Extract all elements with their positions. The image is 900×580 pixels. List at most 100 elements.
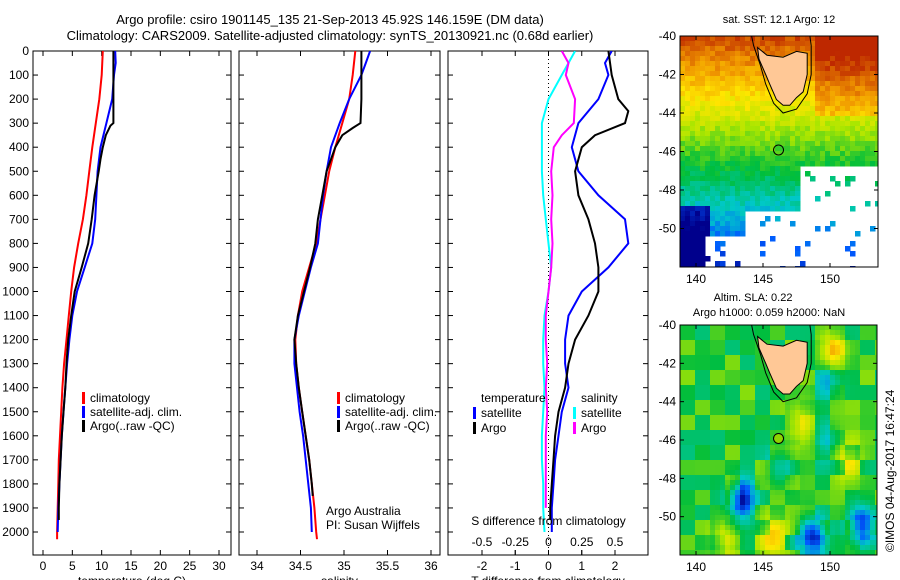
map-cell bbox=[875, 106, 878, 112]
map-cell bbox=[700, 370, 706, 376]
legend-label: Argo bbox=[581, 421, 607, 435]
map-cell bbox=[790, 540, 796, 546]
map-cell bbox=[875, 530, 877, 536]
map-cell bbox=[780, 176, 786, 182]
map-cell bbox=[740, 36, 746, 42]
map-cell bbox=[790, 131, 796, 137]
map-cell bbox=[715, 385, 721, 391]
map-cell bbox=[745, 515, 751, 521]
map-cell bbox=[735, 380, 741, 386]
map-cell bbox=[690, 335, 696, 341]
map-cell bbox=[810, 385, 816, 391]
map-cell bbox=[820, 450, 826, 456]
map-cell bbox=[810, 116, 816, 122]
map-cell bbox=[850, 101, 856, 107]
map-cell bbox=[790, 465, 796, 471]
map-cell bbox=[690, 236, 696, 242]
map-cell bbox=[835, 81, 841, 87]
map-cell bbox=[760, 201, 766, 207]
map-cell bbox=[750, 445, 756, 451]
map-cell bbox=[750, 196, 756, 202]
map-cell bbox=[800, 106, 806, 112]
map-cell bbox=[695, 81, 701, 87]
map-cell bbox=[805, 425, 811, 431]
map-cell bbox=[680, 131, 686, 137]
map-cell bbox=[825, 530, 831, 536]
map-cell bbox=[740, 101, 746, 107]
map-cell bbox=[775, 166, 781, 172]
map-cell bbox=[820, 360, 826, 366]
map-cell bbox=[690, 111, 696, 117]
map-cell bbox=[845, 405, 851, 411]
map-cell bbox=[715, 61, 721, 67]
map-cell bbox=[815, 490, 821, 496]
map-cell bbox=[785, 46, 791, 52]
map-cell bbox=[700, 121, 706, 127]
map-cell bbox=[705, 355, 711, 361]
map-cell bbox=[755, 470, 761, 476]
map-cell bbox=[680, 156, 686, 162]
map-cell bbox=[685, 196, 691, 202]
map-cell bbox=[840, 71, 846, 77]
map-cell bbox=[810, 530, 816, 536]
map-cell bbox=[760, 400, 766, 406]
map-cell bbox=[780, 485, 786, 491]
map-cell bbox=[720, 530, 726, 536]
map-cell bbox=[685, 71, 691, 77]
map-cell bbox=[775, 515, 781, 521]
map-cell bbox=[730, 41, 736, 47]
map-cell bbox=[780, 530, 786, 536]
map-cell bbox=[755, 350, 761, 356]
map-cell bbox=[825, 345, 831, 351]
map-cell bbox=[865, 475, 871, 481]
map-cell bbox=[850, 51, 856, 57]
map-cell bbox=[710, 430, 716, 436]
map-cell bbox=[710, 226, 716, 232]
map-cell bbox=[715, 515, 721, 521]
map-cell bbox=[730, 36, 736, 42]
map-cell bbox=[795, 510, 801, 516]
map-cell bbox=[805, 445, 811, 451]
map-cell bbox=[855, 455, 861, 461]
map-cell bbox=[710, 535, 716, 541]
map-cell bbox=[785, 495, 791, 501]
map-cell bbox=[850, 340, 856, 346]
map-cell bbox=[745, 395, 751, 401]
map-cell bbox=[730, 56, 736, 62]
map-cell bbox=[755, 370, 761, 376]
map-cell bbox=[730, 335, 736, 341]
map-cell bbox=[775, 540, 781, 546]
map-cell bbox=[850, 131, 856, 137]
map-cell bbox=[875, 151, 878, 157]
lat-tick-label: -42 bbox=[659, 356, 677, 370]
map-cell bbox=[840, 430, 846, 436]
map-cell bbox=[685, 510, 691, 516]
y-tick-label: 200 bbox=[9, 92, 29, 106]
map-cell bbox=[870, 325, 876, 331]
map-cell bbox=[765, 430, 771, 436]
map-cell bbox=[780, 470, 786, 476]
map-cell bbox=[695, 350, 701, 356]
map-cell bbox=[765, 530, 771, 536]
map-cell bbox=[865, 405, 871, 411]
map-cell bbox=[840, 445, 846, 451]
map-cell bbox=[845, 400, 851, 406]
map-cell bbox=[780, 36, 786, 42]
map-cell bbox=[755, 41, 761, 47]
map-cell bbox=[815, 500, 821, 506]
map-cell bbox=[680, 445, 686, 451]
map-cell bbox=[850, 76, 856, 82]
map-cell bbox=[740, 425, 746, 431]
map-cell bbox=[770, 525, 776, 531]
map-cell bbox=[770, 51, 776, 57]
map-cell bbox=[690, 515, 696, 521]
map-cell bbox=[790, 515, 796, 521]
y-tick-label: 1000 bbox=[2, 285, 29, 299]
map-cell bbox=[860, 370, 866, 376]
map-cell bbox=[765, 111, 771, 117]
map-cell bbox=[740, 360, 746, 366]
map-cell bbox=[710, 211, 716, 217]
map-cell bbox=[790, 196, 796, 202]
map-cell bbox=[720, 251, 726, 257]
map-cell bbox=[715, 550, 721, 555]
